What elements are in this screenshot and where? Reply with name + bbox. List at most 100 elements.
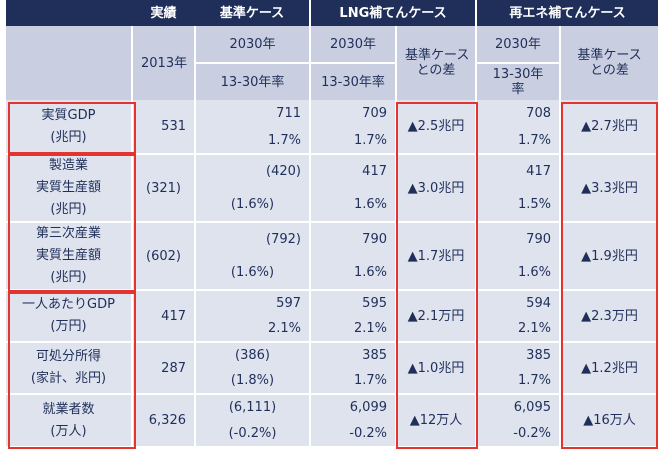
ren-rate-value: 1.5% <box>476 188 561 223</box>
table-row: 一人あたりGDP (万円) 417 597 595 ▲2.1万円 594 ▲2.… <box>6 290 659 343</box>
row-label-line: (兆円) <box>50 270 87 285</box>
ren-rate-value: 2.1% <box>476 316 561 343</box>
ren-rate-value: -0.2% <box>476 420 561 446</box>
ren-2030-value: 417 <box>476 154 561 188</box>
subheader-lng-diff: 基準ケース との差 <box>396 26 477 100</box>
row-label-employment: 就業者数 (万人) <box>6 394 133 446</box>
actual-value: (602) <box>132 222 196 291</box>
lng-diff-value: ▲1.0兆円 <box>396 342 477 395</box>
ren-diff-value: ▲1.9兆円 <box>560 222 659 291</box>
lng-2030-value: 595 <box>310 290 397 316</box>
lng-rate-value: 2.1% <box>310 316 397 343</box>
table-row: (1.6%) 1.6% 1.5% <box>6 188 658 223</box>
row-label-line: 就業者数 <box>42 401 95 417</box>
lng-diff-value: ▲1.7兆円 <box>396 222 477 291</box>
table-row: 製造業 実質生産額 (兆円) (321) (420) 417 ▲3.0兆円 41… <box>6 154 659 223</box>
row-label-per-capita-gdp: 一人あたりGDP (万円) <box>6 290 133 343</box>
subheader-ren-rate-l2: 率 <box>511 82 525 97</box>
actual-value: 531 <box>132 100 196 155</box>
lng-rate-value: -0.2% <box>310 420 397 446</box>
header-renew-case: 再エネ補てんケース <box>474 0 659 26</box>
header-base-case: 基準ケース <box>195 0 310 26</box>
subheader-ren-2030: 2030年 <box>476 26 561 64</box>
subheader-lng-diff-l1: 基準ケース <box>405 48 470 63</box>
row-label-line: 実質生産額 <box>35 248 101 263</box>
ren-diff-value: ▲16万人 <box>560 394 659 446</box>
row-label-line: 可処分所得 <box>35 349 101 364</box>
lng-2030-value: 385 <box>310 342 397 368</box>
row-label-real-gdp: 実質GDP (兆円) <box>6 100 133 155</box>
subheader-base-rate: 13-30年率 <box>195 63 311 100</box>
ren-diff-value: ▲3.3兆円 <box>560 154 659 223</box>
ren-rate-value: 1.7% <box>476 127 561 155</box>
row-label-line: 実質GDP <box>41 107 96 123</box>
ren-2030-value: 6,095 <box>476 394 561 420</box>
lng-rate-value: 1.6% <box>310 188 397 223</box>
actual-value: (321) <box>132 154 196 223</box>
base-2030-value: (6,111) <box>195 394 311 420</box>
actual-value: 6,326 <box>132 394 196 446</box>
subheader-ren-diff-l1: 基準ケース <box>577 48 642 63</box>
base-rate-value: (1.6%) <box>195 188 311 223</box>
subheader-label-blank <box>6 26 133 100</box>
row-label-line: (万人) <box>50 423 87 439</box>
subheader-lng-rate: 13-30年率 <box>310 63 397 100</box>
base-rate-value: (-0.2%) <box>195 420 311 446</box>
lng-diff-value: ▲2.1万円 <box>396 290 477 343</box>
base-2030-value: (420) <box>195 154 311 188</box>
lng-2030-value: 790 <box>310 222 397 256</box>
subheader-ren-rate: 13-30年 率 <box>476 63 561 100</box>
table-row: (-0.2%) -0.2% -0.2% <box>6 420 658 446</box>
lng-2030-value: 709 <box>310 100 397 127</box>
ren-2030-value: 790 <box>476 222 561 256</box>
base-rate-value: 2.1% <box>195 316 311 343</box>
table-row: 2.1% 2.1% 2.1% <box>6 316 658 343</box>
subheader-row-1: 2013年 2030年 2030年 基準ケース との差 2030年 基準ケース … <box>6 26 659 100</box>
row-label-disposable-income: 可処分所得 (家計、兆円) <box>6 342 133 395</box>
base-rate-value: (1.6%) <box>195 256 311 291</box>
row-label-line: (兆円) <box>50 202 87 217</box>
header-row: 実績 基準ケース LNG補てんケース 再エネ補てんケース <box>6 0 659 26</box>
header-lng-case: LNG補てんケース <box>309 0 476 26</box>
lng-diff-value: ▲3.0兆円 <box>396 154 477 223</box>
subheader-ren-diff: 基準ケース との差 <box>560 26 659 100</box>
ren-diff-value: ▲1.2兆円 <box>560 342 659 395</box>
table-row: 就業者数 (万人) 6,326 (6,111) 6,099 ▲12万人 6,09… <box>6 394 659 446</box>
lng-rate-value: 1.7% <box>310 127 397 155</box>
lng-diff-value: ▲2.5兆円 <box>396 100 477 155</box>
ren-2030-value: 708 <box>476 100 561 127</box>
ren-diff-value: ▲2.3万円 <box>560 290 659 343</box>
ren-2030-value: 594 <box>476 290 561 316</box>
table-row: 1.7% 1.7% 1.7% <box>6 127 658 155</box>
subheader-lng-2030: 2030年 <box>310 26 397 64</box>
base-2030-value: (792) <box>195 222 311 256</box>
comparison-table-container: 実績 基準ケース LNG補てんケース 再エネ補てんケース 2013年 2030年… <box>6 0 659 452</box>
row-label-line: (万円) <box>50 319 87 334</box>
ren-rate-value: 1.6% <box>476 256 561 291</box>
case-comparison-table: 実績 基準ケース LNG補てんケース 再エネ補てんケース 2013年 2030年… <box>6 0 659 446</box>
table-row: (1.8%) 1.7% 1.7% <box>6 368 658 395</box>
lng-2030-value: 6,099 <box>310 394 397 420</box>
table-row: 実質GDP (兆円) 531 711 709 ▲2.5兆円 708 ▲2.7兆円 <box>6 100 659 155</box>
subheader-base-2030: 2030年 <box>195 26 311 64</box>
actual-value: 417 <box>132 290 196 343</box>
base-2030-value: (386) <box>195 342 311 368</box>
subheader-lng-diff-l2: との差 <box>416 63 456 78</box>
row-label-line: 第三次産業 <box>35 226 101 241</box>
lng-2030-value: 417 <box>310 154 397 188</box>
ren-2030-value: 385 <box>476 342 561 368</box>
lng-diff-value: ▲12万人 <box>396 394 477 446</box>
header-empty <box>6 0 132 26</box>
base-2030-value: 597 <box>195 290 311 316</box>
subheader-row-2: 13-30年率 13-30年率 13-30年 率 <box>6 63 658 100</box>
table-row: 可処分所得 (家計、兆円) 287 (386) 385 ▲1.0兆円 385 ▲… <box>6 342 659 395</box>
ren-diff-value: ▲2.7兆円 <box>560 100 659 155</box>
base-2030-value: 711 <box>195 100 311 127</box>
base-rate-value: (1.8%) <box>195 368 311 395</box>
subheader-year-2013: 2013年 <box>132 26 196 100</box>
row-label-line: (兆円) <box>50 129 87 145</box>
table-row: 第三次産業 実質生産額 (兆円) (602) (792) 790 ▲1.7兆円 … <box>6 222 659 291</box>
row-label-line: 一人あたりGDP <box>22 297 115 312</box>
subheader-ren-rate-l1: 13-30年 <box>492 67 544 82</box>
base-rate-value: 1.7% <box>195 127 311 155</box>
